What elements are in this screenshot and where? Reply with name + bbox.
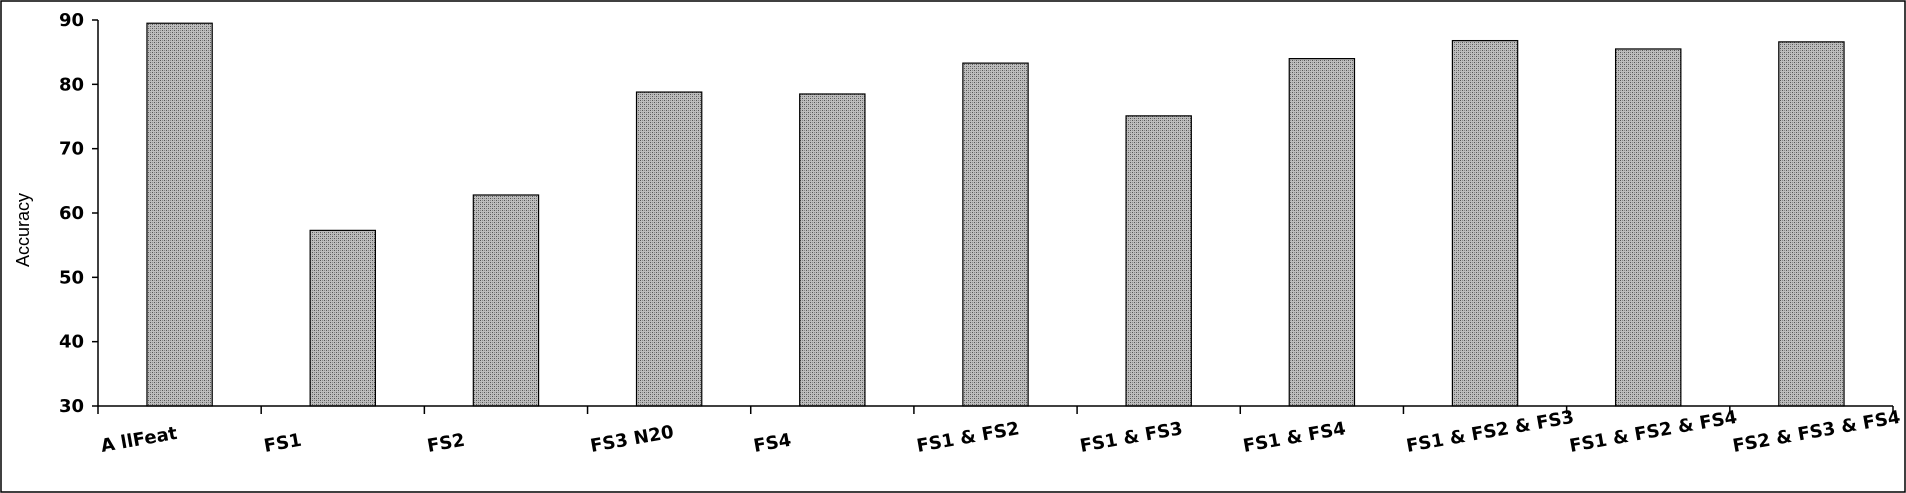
bar [146, 22, 213, 407]
y-axis: 30 40 50 60 70 80 90 [59, 10, 99, 417]
y-tick-label: 30 [59, 396, 84, 417]
y-tick-label: 70 [59, 139, 84, 160]
y-tick-label: 80 [59, 74, 84, 95]
bar [472, 194, 540, 407]
y-tick-label: 50 [59, 267, 84, 288]
y-axis-label: Accuracy [13, 193, 33, 267]
bar [635, 91, 703, 407]
bar [1778, 41, 1845, 407]
y-tick-label: 90 [59, 10, 84, 31]
bar [962, 62, 1029, 407]
bar [309, 229, 377, 407]
bars [146, 22, 1845, 407]
bar [1288, 57, 1356, 407]
bar [1451, 39, 1519, 407]
bar [1614, 48, 1682, 407]
y-tick-label: 60 [59, 203, 84, 224]
bar [799, 93, 866, 407]
bar [1125, 115, 1192, 407]
y-tick-label: 40 [59, 332, 84, 353]
